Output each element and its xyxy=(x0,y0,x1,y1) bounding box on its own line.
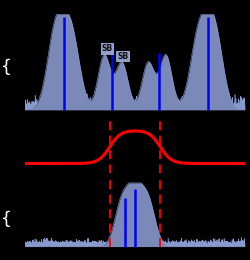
Text: SB: SB xyxy=(117,52,128,61)
Text: SB: SB xyxy=(102,44,113,53)
Text: $\}$: $\}$ xyxy=(2,55,13,75)
Text: $\}$: $\}$ xyxy=(2,207,13,227)
